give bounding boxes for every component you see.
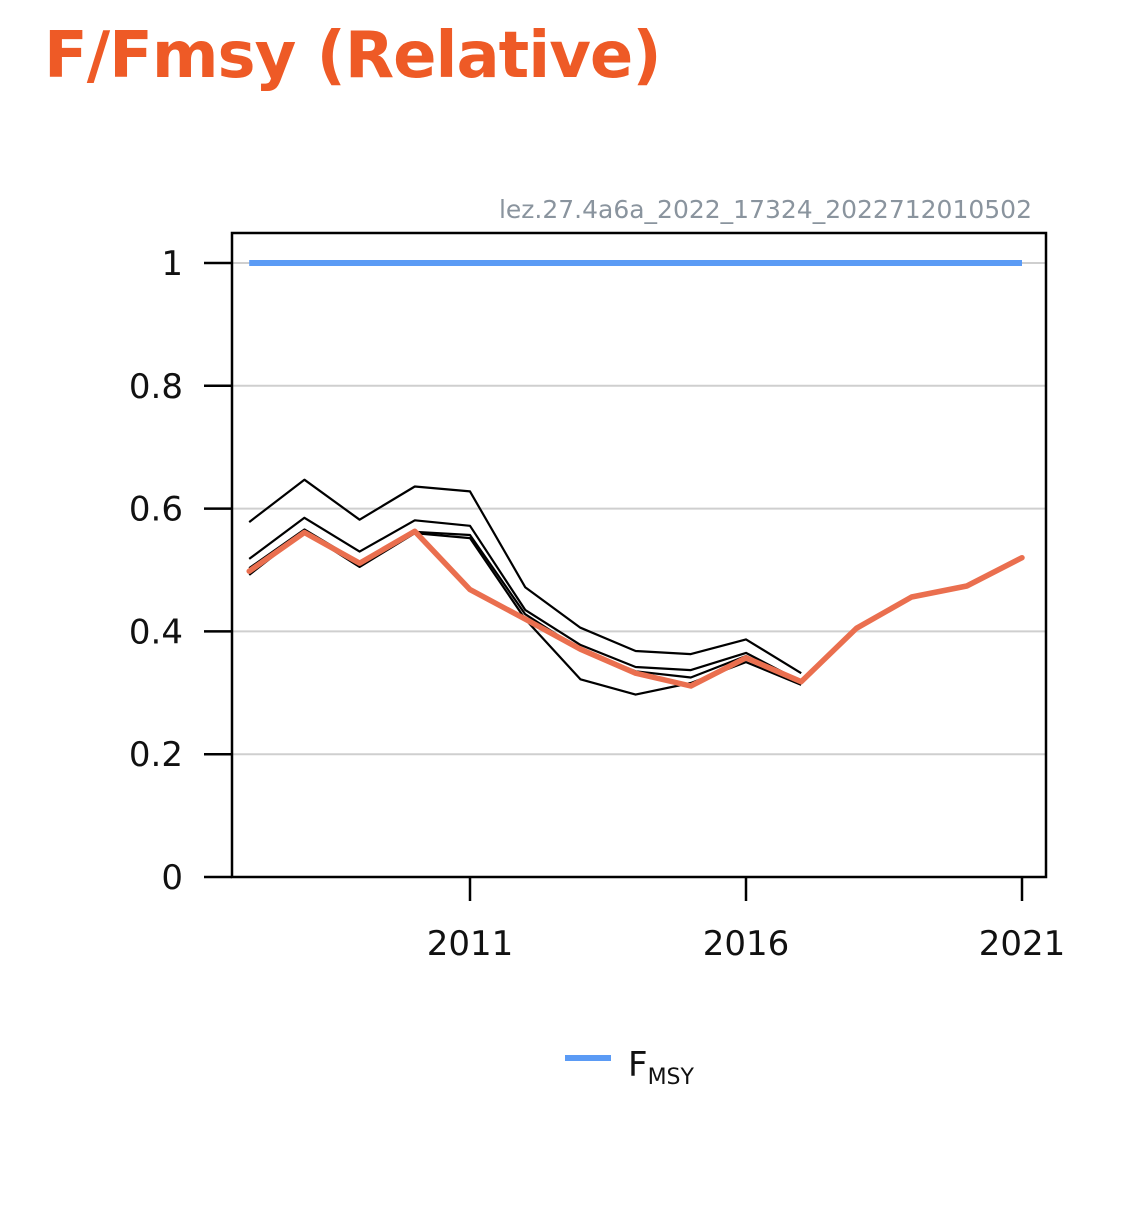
y-tick-label-0: 0 (161, 858, 183, 898)
x-tick-label-2016: 2016 (703, 924, 790, 964)
y-tick-label-0.6: 0.6 (129, 490, 183, 530)
y-tick-label-0.2: 0.2 (129, 735, 183, 775)
legend-label-subscript: MSY (648, 1065, 695, 1090)
axes: 0 0.2 0.4 0.6 0.8 1 2011 2016 2021 (129, 244, 1065, 964)
series-layer (246, 260, 1025, 696)
y-tick-label-0.8: 0.8 (129, 367, 183, 407)
x-tick-label-2011: 2011 (427, 924, 514, 964)
legend-label-main: F (628, 1045, 648, 1085)
chart-subtitle: lez.27.4a6a_2022_17324_2022712010502 (499, 195, 1032, 224)
legend-label-fmsy: FMSY (628, 1045, 695, 1090)
historical-line-2 (248, 516, 802, 683)
y-tick-label-1: 1 (161, 244, 183, 284)
historical-line-4 (248, 528, 802, 684)
page-title: F/Fmsy (Relative) (44, 19, 662, 93)
y-tick-label-0.4: 0.4 (129, 612, 183, 652)
legend: FMSY (565, 1045, 695, 1090)
x-tick-label-2021: 2021 (979, 924, 1066, 964)
latest-assessment-line (246, 528, 1025, 689)
grid-lines (232, 262, 1046, 756)
plot-frame (230, 231, 1048, 879)
historical-line-1 (248, 478, 802, 675)
